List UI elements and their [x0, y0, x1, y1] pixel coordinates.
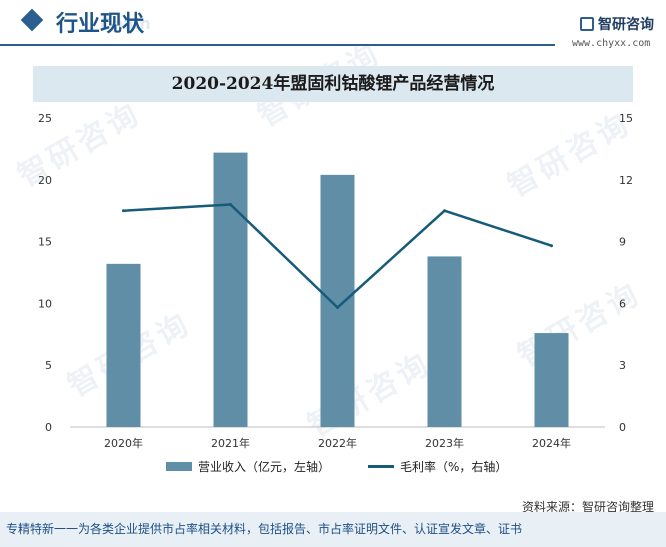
legend-label-revenue: 营业收入（亿元，左轴） — [198, 460, 331, 474]
bar — [320, 174, 355, 427]
header-ghost-text: Chain — [100, 14, 151, 33]
chart-title-band: 2020-2024年盟固利钴酸锂产品经营情况 — [33, 66, 633, 102]
bar — [427, 256, 462, 427]
header-divider — [0, 44, 555, 46]
site-url: www.chyxx.com — [572, 38, 651, 49]
legend-swatch-bar — [166, 462, 192, 471]
x-axis-tick-label: 2024年 — [532, 436, 571, 450]
bar — [106, 263, 141, 427]
bar — [534, 333, 569, 427]
legend-label-margin: 毛利率（%，右轴） — [400, 460, 508, 474]
right-axis-tick-label: 9 — [619, 236, 626, 249]
page-header: Chain 行业现状 智研咨询 www.chyxx.com — [0, 0, 666, 49]
page-title: 行业现状 — [56, 12, 145, 37]
left-axis-tick-label: 15 — [38, 236, 52, 249]
line-point — [550, 244, 553, 248]
chart-legend: 营业收入（亿元，左轴） 毛利率（%，右轴） — [0, 458, 666, 478]
x-axis-tick-label: 2021年 — [211, 436, 250, 450]
chart-title: 2020-2024年盟固利钴酸锂产品经营情况 — [171, 74, 495, 94]
left-axis-tick-label: 0 — [45, 421, 52, 434]
right-axis-tick-label: 12 — [619, 174, 633, 187]
legend-item-revenue: 营业收入（亿元，左轴） — [166, 458, 330, 475]
right-axis-tick-label: 15 — [619, 112, 633, 125]
source-note: 资料来源：智研咨询整理 — [521, 500, 654, 514]
brand-name: 智研咨询 — [598, 17, 654, 33]
bar — [213, 152, 248, 427]
line-point — [229, 203, 232, 207]
right-axis-tick-label: 3 — [619, 359, 626, 372]
line-point — [336, 306, 339, 310]
brand-logo: 智研咨询 — [580, 14, 654, 34]
x-axis-tick-label: 2022年 — [318, 436, 357, 450]
logo-icon — [580, 17, 594, 31]
line-point — [443, 209, 446, 213]
footer-banner: 专精特新一一为各类企业提供市占率相关材料，包括报告、市占率证明文件、认证宣发文章… — [0, 512, 666, 547]
footer-text: 专精特新一一为各类企业提供市占率相关材料，包括报告、市占率证明文件、认证宣发文章… — [6, 522, 523, 536]
legend-item-margin: 毛利率（%，右轴） — [368, 458, 507, 475]
legend-swatch-line — [368, 465, 394, 468]
left-axis-tick-label: 25 — [38, 112, 52, 125]
line-point — [122, 209, 125, 213]
left-axis-tick-label: 20 — [38, 174, 52, 187]
left-axis-tick-label: 10 — [38, 297, 52, 310]
x-axis-tick-label: 2020年 — [104, 436, 143, 450]
left-axis-tick-label: 5 — [45, 359, 52, 372]
right-axis-tick-label: 0 — [619, 421, 626, 434]
right-axis-tick-label: 6 — [619, 297, 626, 310]
x-axis-tick-label: 2023年 — [425, 436, 464, 450]
